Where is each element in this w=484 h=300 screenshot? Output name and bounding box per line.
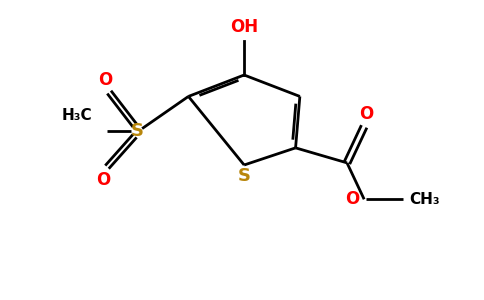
Text: CH₃: CH₃ bbox=[409, 192, 440, 207]
Text: OH: OH bbox=[230, 18, 258, 36]
Text: O: O bbox=[359, 105, 374, 123]
Text: H₃C: H₃C bbox=[61, 108, 92, 123]
Text: O: O bbox=[345, 190, 359, 208]
Text: O: O bbox=[96, 171, 111, 189]
Text: S: S bbox=[131, 122, 143, 140]
Text: O: O bbox=[99, 71, 113, 89]
Text: S: S bbox=[238, 167, 251, 185]
